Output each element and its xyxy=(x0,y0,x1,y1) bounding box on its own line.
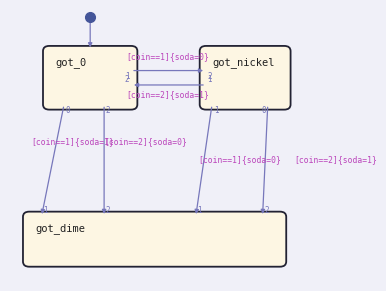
FancyBboxPatch shape xyxy=(200,46,291,110)
Text: [coin==2]{soda=1}: [coin==2]{soda=1} xyxy=(294,155,377,164)
Text: [coin==1]{soda=0}: [coin==1]{soda=0} xyxy=(126,52,209,61)
Text: 1: 1 xyxy=(43,206,48,215)
Text: 1: 1 xyxy=(125,72,129,81)
Text: 2: 2 xyxy=(207,72,212,81)
Text: got_nickel: got_nickel xyxy=(212,57,275,68)
Text: [coin==1]{soda=1}: [coin==1]{soda=1} xyxy=(31,137,114,146)
Text: got_dime: got_dime xyxy=(36,223,86,234)
Text: 0: 0 xyxy=(66,106,70,115)
Text: 1: 1 xyxy=(214,106,218,115)
FancyBboxPatch shape xyxy=(43,46,137,110)
Text: [coin==2]{soda=0}: [coin==2]{soda=0} xyxy=(104,137,187,146)
Text: [coin==2]{soda=1}: [coin==2]{soda=1} xyxy=(126,90,209,99)
Text: 1: 1 xyxy=(197,206,202,215)
Text: 2: 2 xyxy=(125,74,129,84)
Text: 2: 2 xyxy=(106,106,110,115)
Text: [coin==1]{soda=0}: [coin==1]{soda=0} xyxy=(198,155,281,164)
Text: 1: 1 xyxy=(207,74,212,84)
Text: 0: 0 xyxy=(261,106,266,115)
Text: 2: 2 xyxy=(264,206,269,215)
Text: 2: 2 xyxy=(106,206,110,215)
FancyBboxPatch shape xyxy=(23,212,286,267)
Text: got_0: got_0 xyxy=(56,57,87,68)
